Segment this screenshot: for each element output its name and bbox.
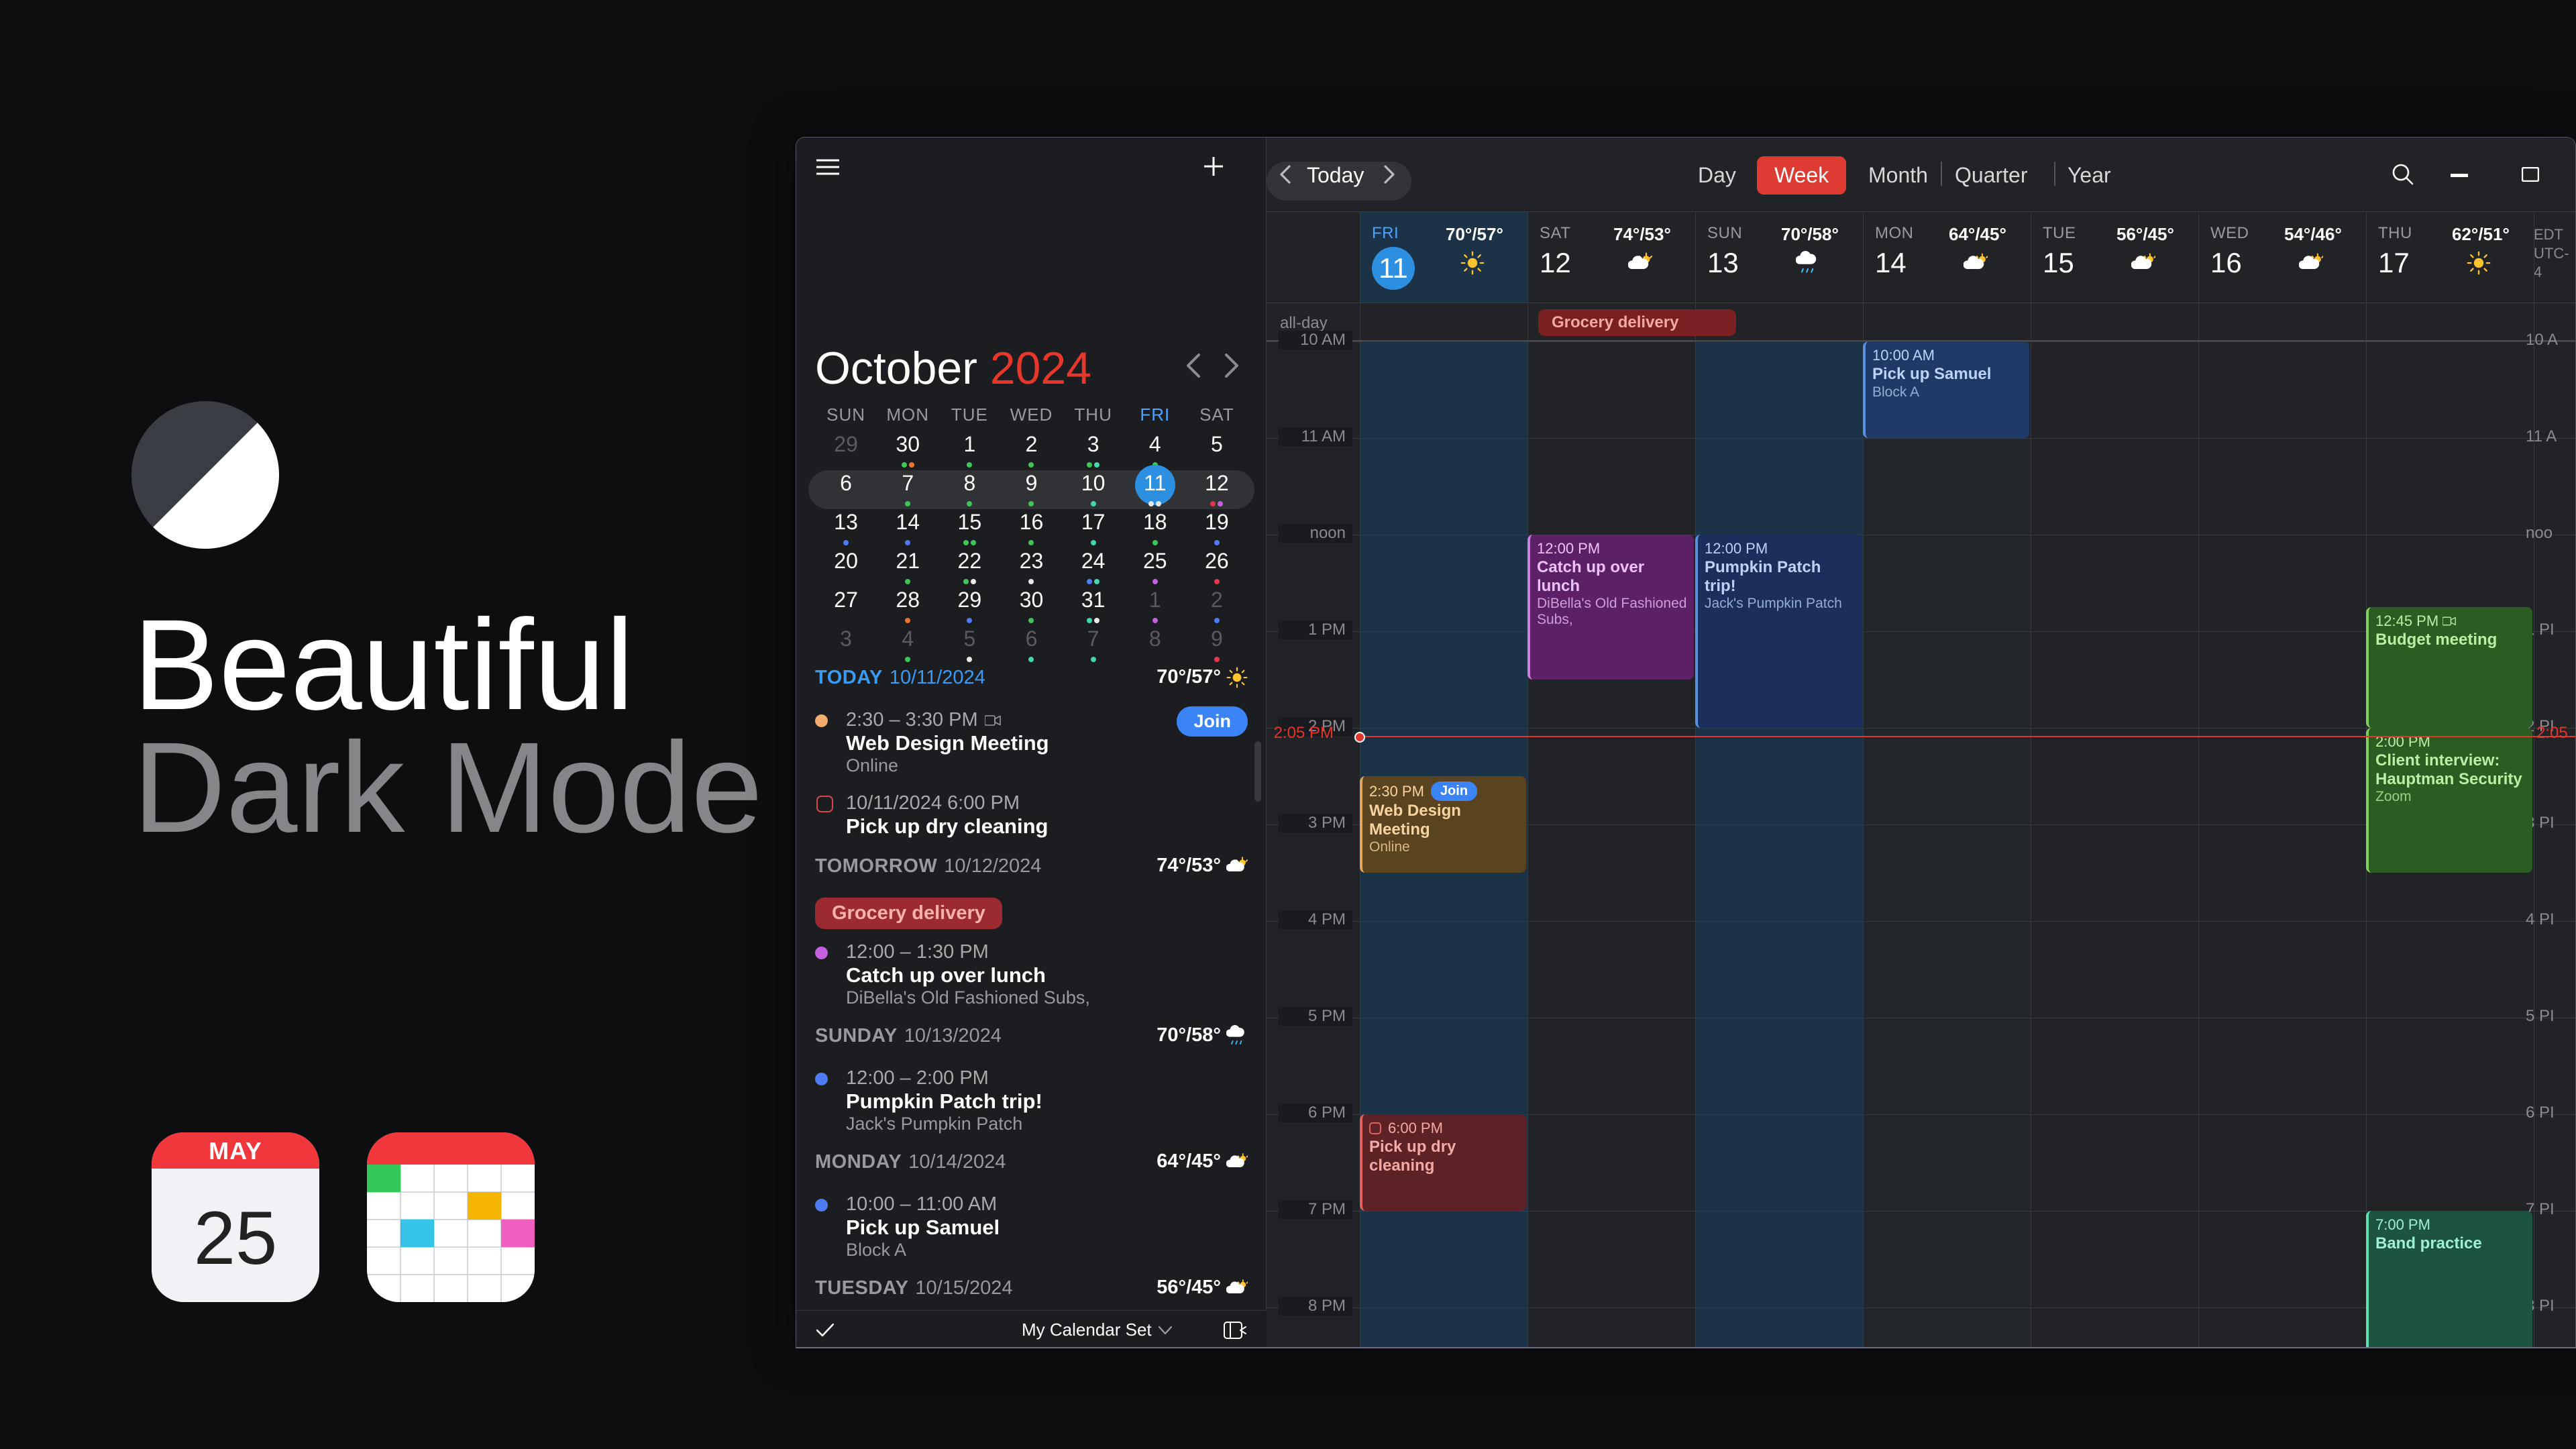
- svg-text:MAY: MAY: [209, 1137, 262, 1165]
- svg-text:25: 25: [194, 1196, 278, 1280]
